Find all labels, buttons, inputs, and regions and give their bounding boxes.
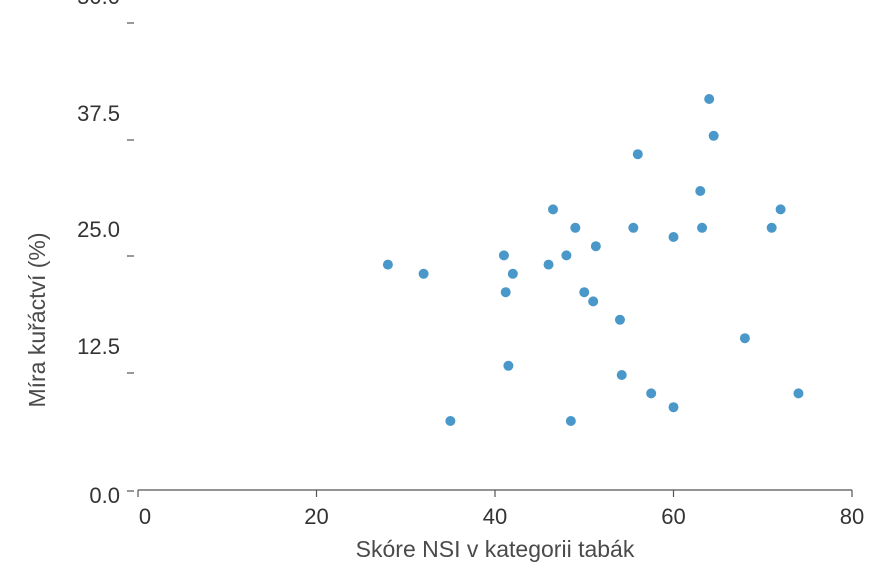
y-tick-label: 25.0 (77, 217, 120, 242)
data-point (668, 402, 679, 413)
data-point (695, 186, 706, 196)
x-tick-label: 0 (139, 504, 151, 529)
data-point (739, 333, 750, 344)
y-axis-title: Míra kuřáctví (%) (24, 232, 50, 407)
x-tick-label: 80 (840, 504, 864, 529)
data-point (418, 268, 429, 279)
data-point (565, 416, 576, 426)
data-point (793, 388, 804, 399)
y-tick-label: 50.0 (77, 0, 120, 9)
data-point (445, 416, 456, 426)
data-point (570, 222, 581, 233)
data-point (500, 287, 511, 298)
data-point (503, 360, 514, 371)
data-point (697, 222, 708, 233)
data-point (548, 204, 559, 215)
data-points (382, 94, 804, 426)
data-point (590, 241, 601, 252)
y-tick-label: 0.0 (89, 483, 120, 508)
data-point (579, 287, 590, 298)
y-tick-label: 12.5 (77, 334, 120, 359)
data-point (708, 130, 719, 141)
y-tick-label: 37.5 (77, 101, 120, 126)
data-point (628, 222, 639, 233)
data-point (616, 370, 627, 380)
data-point (668, 232, 679, 242)
data-point (614, 314, 625, 325)
data-point (561, 250, 572, 261)
x-axis-title: Skóre NSI v kategorii tabák (356, 536, 635, 562)
data-point (766, 222, 777, 233)
data-point (588, 296, 599, 307)
data-point (646, 388, 657, 399)
data-point (498, 250, 509, 261)
x-tick-label: 60 (661, 504, 685, 529)
data-point (775, 204, 786, 215)
data-point (382, 259, 393, 270)
data-point (507, 268, 518, 279)
x-tick-label: 20 (304, 504, 328, 529)
data-point (704, 94, 715, 104)
data-point (632, 149, 643, 160)
data-point (543, 259, 554, 270)
axes: 0 20 40 60 80 0.0 12.5 25.0 37.5 50.0 (77, 0, 864, 529)
x-tick-label: 40 (483, 504, 507, 529)
